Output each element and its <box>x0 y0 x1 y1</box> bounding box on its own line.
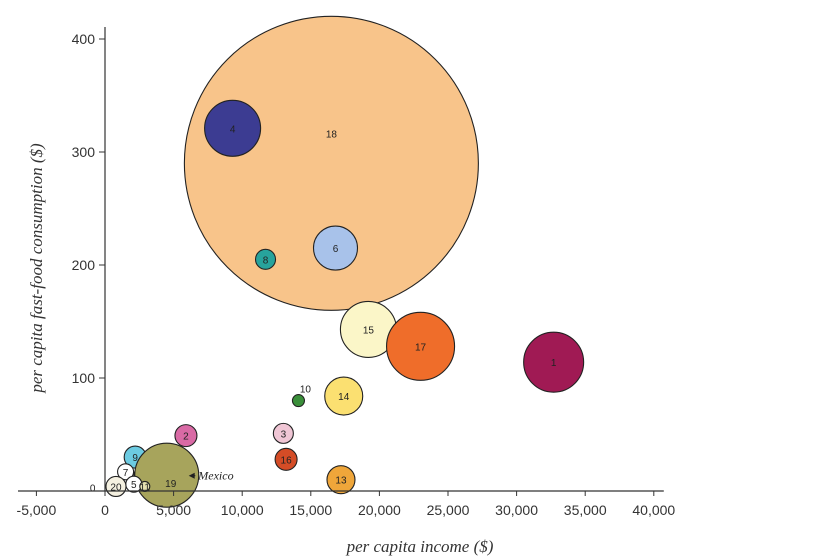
annotation-label: Mexico <box>197 469 233 483</box>
y-tick-label: 100 <box>72 370 96 386</box>
bubble-point <box>117 463 135 481</box>
bubble-label: 0 <box>90 484 96 495</box>
x-tick-label: 15,000 <box>289 502 332 518</box>
bubble-point <box>174 424 198 448</box>
x-axis-title: per capita income ($) <box>346 537 494 556</box>
bubble-label: 9 <box>132 453 138 464</box>
bubble-label: 8 <box>263 255 269 266</box>
x-tick-label: 25,000 <box>427 502 470 518</box>
bubble-label: 1 <box>551 358 557 369</box>
y-tick-label: 300 <box>72 144 96 160</box>
bubble-point <box>326 465 356 495</box>
y-axis-title: per capita fast-food consumption ($) <box>27 143 46 394</box>
y-tick-label: 400 <box>72 31 96 47</box>
annotation-arrowhead <box>188 472 195 479</box>
x-tick-label: -5,000 <box>17 502 57 518</box>
bubble-point <box>204 99 262 157</box>
x-tick-label: 20,000 <box>358 502 401 518</box>
bubble-label: 13 <box>335 476 347 487</box>
bubble-label: 20 <box>110 482 122 493</box>
bubble-layer: 18468151711410321613912719511200 <box>90 15 585 508</box>
bubble-label: 19 <box>165 479 177 490</box>
y-tick-label: 200 <box>72 257 96 273</box>
bubble-label: 7 <box>123 468 129 479</box>
bubble-point <box>183 15 479 311</box>
bubble-point <box>312 225 359 271</box>
axes <box>18 27 664 492</box>
bubble-point <box>274 447 298 471</box>
bubble-label: 10 <box>300 385 312 396</box>
bubble-label: 17 <box>415 342 427 353</box>
bubble-point <box>134 442 200 508</box>
tick-layer: -5,000 0 5,000 10,000 15,000 20,000 25,000 30,0… <box>17 31 676 518</box>
bubble-point <box>291 394 306 408</box>
bubble-label: 5 <box>131 480 137 491</box>
bubble-point <box>523 331 585 393</box>
x-tick-label: 40,000 <box>632 502 675 518</box>
bubble-point <box>254 248 277 270</box>
x-tick-label: 5,000 <box>156 502 191 518</box>
x-tick-label: 0 <box>101 502 109 518</box>
bubble-label: 3 <box>281 429 287 440</box>
x-tick-label: 10,000 <box>221 502 264 518</box>
x-tick-label: 35,000 <box>564 502 607 518</box>
bubble-label: 14 <box>338 392 350 403</box>
bubble-point <box>272 422 294 444</box>
bubble-label: 18 <box>326 129 338 140</box>
bubble-label: 16 <box>281 455 293 466</box>
bubble-point <box>386 311 456 381</box>
bubble-label: 6 <box>333 244 339 255</box>
bubble-point <box>324 376 364 416</box>
bubble-label: 15 <box>363 325 375 336</box>
bubble-label: 2 <box>183 432 189 443</box>
annotation-layer: Mexico <box>188 469 234 483</box>
bubble-label: 11 <box>140 482 151 493</box>
bubble-label: 4 <box>230 124 236 135</box>
x-tick-label: 30,000 <box>495 502 538 518</box>
